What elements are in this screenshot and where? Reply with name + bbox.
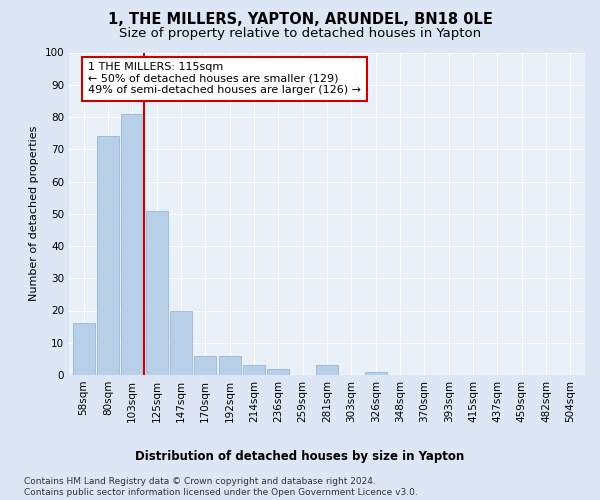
Bar xyxy=(365,372,386,375)
Bar xyxy=(170,310,192,375)
Bar xyxy=(121,114,143,375)
Text: Contains HM Land Registry data © Crown copyright and database right 2024.
Contai: Contains HM Land Registry data © Crown c… xyxy=(24,478,418,497)
Text: 1, THE MILLERS, YAPTON, ARUNDEL, BN18 0LE: 1, THE MILLERS, YAPTON, ARUNDEL, BN18 0L… xyxy=(107,12,493,28)
Bar xyxy=(97,136,119,375)
Y-axis label: Number of detached properties: Number of detached properties xyxy=(29,126,39,302)
Text: Size of property relative to detached houses in Yapton: Size of property relative to detached ho… xyxy=(119,28,481,40)
Bar xyxy=(218,356,241,375)
Bar xyxy=(316,366,338,375)
Bar xyxy=(268,368,289,375)
Text: 1 THE MILLERS: 115sqm
← 50% of detached houses are smaller (129)
49% of semi-det: 1 THE MILLERS: 115sqm ← 50% of detached … xyxy=(88,62,361,96)
Bar xyxy=(146,210,167,375)
Bar xyxy=(194,356,216,375)
Text: Distribution of detached houses by size in Yapton: Distribution of detached houses by size … xyxy=(136,450,464,463)
Bar xyxy=(73,324,95,375)
Bar xyxy=(243,366,265,375)
